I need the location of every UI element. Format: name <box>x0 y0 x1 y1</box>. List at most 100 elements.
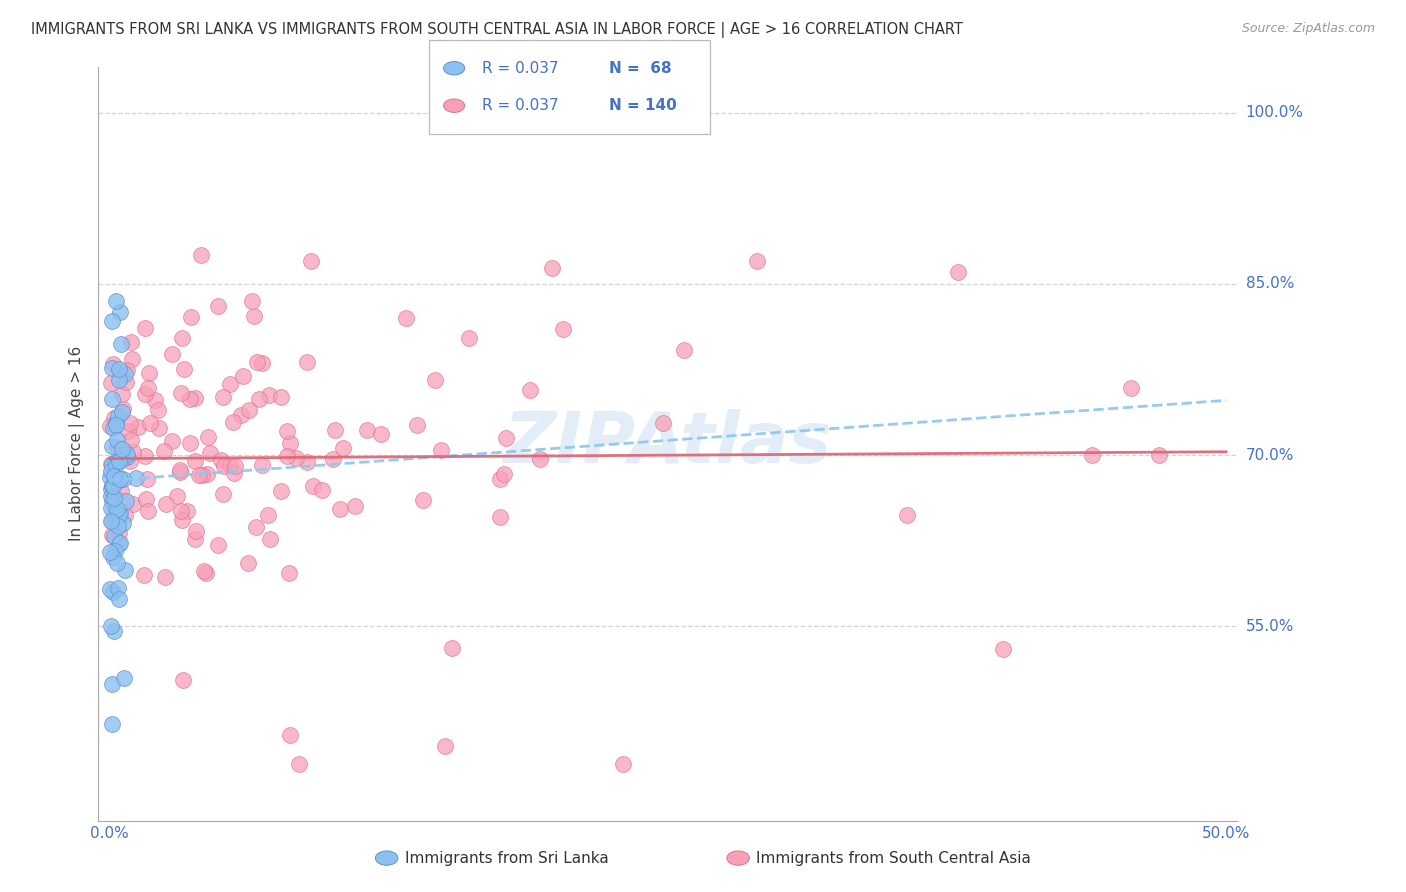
Point <box>250 458 273 473</box>
Point <box>209 453 232 467</box>
Point <box>139 417 162 431</box>
Point <box>257 388 280 402</box>
Point <box>170 331 193 345</box>
Point <box>138 366 160 380</box>
Text: IMMIGRANTS FROM SRI LANKA VS IMMIGRANTS FROM SOUTH CENTRAL ASIA IN LABOR FORCE |: IMMIGRANTS FROM SRI LANKA VS IMMIGRANTS … <box>31 22 963 38</box>
Point <box>173 362 195 376</box>
Point <box>122 497 145 511</box>
Point <box>115 494 138 508</box>
Point <box>101 421 124 435</box>
Point <box>198 446 221 460</box>
Point <box>276 449 298 463</box>
Point <box>242 293 264 308</box>
Point <box>108 506 131 520</box>
Point <box>110 336 132 351</box>
Point <box>1119 381 1142 395</box>
Point <box>278 566 301 581</box>
Point <box>190 248 212 262</box>
Point <box>107 518 129 533</box>
Point <box>270 390 292 404</box>
Point <box>101 314 124 328</box>
Point <box>1147 448 1170 462</box>
Point <box>136 503 159 517</box>
Text: R = 0.037: R = 0.037 <box>482 61 558 76</box>
Text: N = 140: N = 140 <box>609 98 676 113</box>
Point <box>231 408 253 422</box>
Point <box>295 355 318 369</box>
Point <box>179 392 201 407</box>
Point <box>197 467 219 481</box>
Text: ZIPAtlas: ZIPAtlas <box>503 409 832 478</box>
Text: 55.0%: 55.0% <box>1246 619 1294 634</box>
Point <box>222 415 245 429</box>
Point <box>100 501 122 516</box>
Point <box>250 356 273 370</box>
Point <box>100 493 122 508</box>
Point <box>492 467 515 481</box>
Point <box>110 536 132 550</box>
Point <box>214 458 236 473</box>
Point <box>101 550 124 565</box>
Point <box>105 433 128 447</box>
Point <box>104 515 127 529</box>
Point <box>212 391 235 405</box>
Point <box>551 322 574 336</box>
Point <box>98 418 121 433</box>
Point <box>284 450 307 465</box>
Point <box>107 537 129 551</box>
Point <box>105 502 128 516</box>
Point <box>103 411 125 425</box>
Point <box>160 434 183 448</box>
Point <box>187 467 209 482</box>
Point <box>118 416 141 430</box>
Point <box>243 309 266 323</box>
Point <box>111 387 134 401</box>
Point <box>101 479 124 493</box>
Point <box>101 392 124 406</box>
Point <box>176 503 198 517</box>
Point <box>105 458 128 472</box>
Point <box>110 484 132 499</box>
Point <box>100 483 122 497</box>
Point <box>108 508 131 522</box>
Text: Immigrants from Sri Lanka: Immigrants from Sri Lanka <box>405 851 609 865</box>
Text: Source: ZipAtlas.com: Source: ZipAtlas.com <box>1241 22 1375 36</box>
Point <box>332 441 354 455</box>
Point <box>100 676 122 690</box>
Point <box>488 472 510 486</box>
Point <box>169 386 191 401</box>
Point <box>1081 448 1104 462</box>
Point <box>991 642 1014 657</box>
Point <box>256 508 278 523</box>
Point <box>146 403 169 417</box>
Point <box>125 471 148 485</box>
Point <box>108 305 131 319</box>
Point <box>183 532 205 546</box>
Point <box>247 392 270 407</box>
Text: 85.0%: 85.0% <box>1246 277 1294 292</box>
Point <box>288 756 311 771</box>
Point <box>747 254 769 268</box>
Point <box>111 516 134 530</box>
Point <box>169 465 191 479</box>
Point <box>110 472 132 486</box>
Point <box>100 439 122 453</box>
Point <box>322 452 344 467</box>
Point <box>120 434 142 448</box>
Point <box>111 452 134 467</box>
Point <box>412 492 434 507</box>
Point <box>529 451 551 466</box>
Point <box>153 570 176 584</box>
Point <box>172 513 194 527</box>
Point <box>108 591 131 606</box>
Point <box>651 416 673 430</box>
Point <box>270 483 292 498</box>
Point <box>121 352 143 367</box>
Point <box>111 442 134 456</box>
Point <box>896 508 918 522</box>
Point <box>356 424 378 438</box>
Point <box>430 442 453 457</box>
Point <box>105 556 128 570</box>
Point <box>117 424 139 438</box>
Point <box>111 405 134 419</box>
